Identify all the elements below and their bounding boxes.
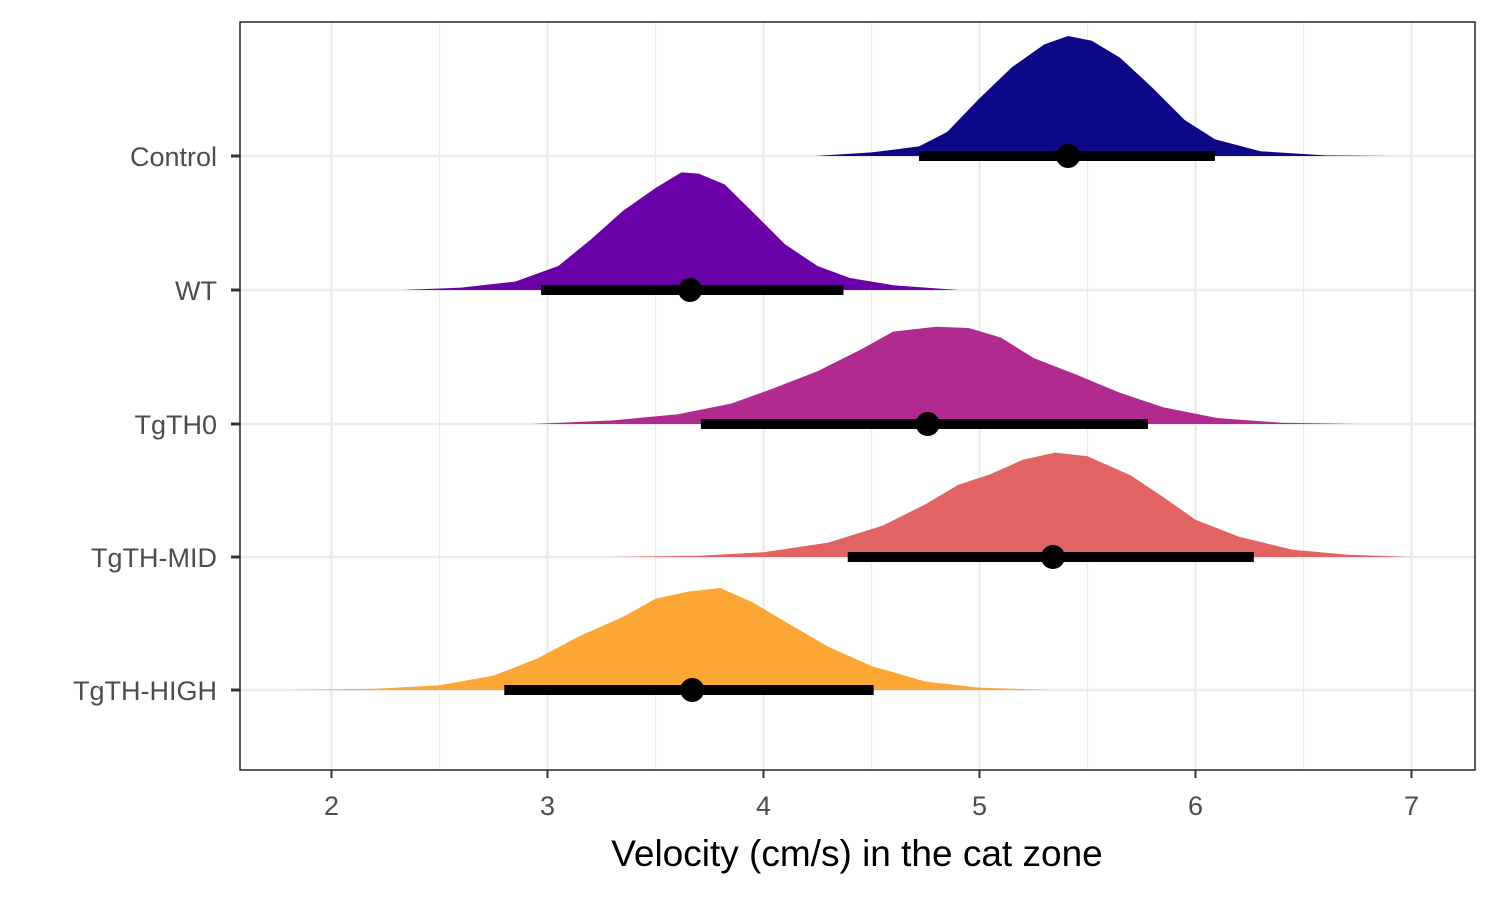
point-tgth-mid [1040,545,1065,569]
x-tick-label: 3 [540,791,555,821]
interval-layer [504,144,1254,702]
density-control [815,36,1390,156]
x-tick-label: 6 [1188,791,1203,821]
x-tick-label: 5 [972,791,987,821]
x-tick-label: 4 [756,791,771,821]
y-tick-label: WT [175,276,217,306]
y-tick-label: Control [130,142,217,172]
point-tgth0 [915,412,940,436]
density-wt [402,172,958,290]
x-tick-label: 2 [324,791,339,821]
plot-panel-border [239,21,1476,771]
density-layer [288,36,1412,690]
density-tgth-high [288,588,1051,690]
y-tick-label: TgTH-MID [91,543,217,573]
x-axis-title: Velocity (cm/s) in the cat zone [611,833,1102,874]
point-tgth-high [680,678,705,702]
y-tick-label: TgTH-HIGH [73,676,217,706]
point-wt [678,278,703,302]
x-axis: 2 3 4 5 6 7 [324,770,1419,821]
y-axis: Control WT TgTH0 TgTH-MID TgTH-HIGH [73,142,240,706]
point-control [1056,144,1081,168]
x-tick-label: 7 [1404,791,1419,821]
density-tgth-mid [612,452,1412,557]
density-tgth0 [532,326,1358,424]
y-tick-label: TgTH0 [134,410,217,440]
